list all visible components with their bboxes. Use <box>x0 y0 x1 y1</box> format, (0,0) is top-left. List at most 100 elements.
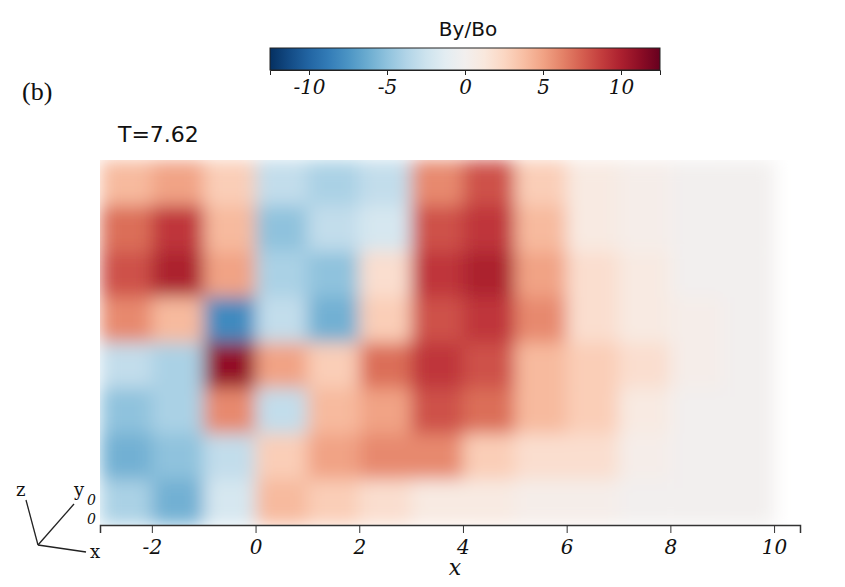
x-axis-title: x <box>449 555 462 580</box>
heatmap-cell <box>204 479 256 525</box>
x-tick-label: 0 <box>250 535 263 559</box>
heatmap-cell <box>722 388 774 434</box>
heatmap-cell <box>619 388 671 434</box>
colorbar-tick-label: -10 <box>293 75 325 99</box>
heatmap-cell <box>359 479 411 525</box>
heatmap-cell <box>359 388 411 434</box>
heatmap-cell <box>670 388 722 434</box>
heatmap-cell <box>722 297 774 343</box>
heatmap-cell <box>100 206 152 252</box>
heatmap-cell <box>515 434 567 480</box>
heatmap-cell <box>670 206 722 252</box>
heatmap-cell <box>152 388 204 434</box>
heatmap-cell <box>515 251 567 297</box>
triad-arrow <box>38 504 74 545</box>
heatmap-cell <box>463 206 515 252</box>
heatmap-cell <box>670 160 722 206</box>
heatmap-cell <box>256 297 308 343</box>
heatmap-cell <box>619 479 671 525</box>
heatmap-cell <box>256 479 308 525</box>
heatmap-cell <box>619 206 671 252</box>
x-tick: 10 <box>762 525 788 559</box>
heatmap-cell <box>359 434 411 480</box>
heatmap-cell <box>256 343 308 389</box>
heatmap-cell <box>411 160 463 206</box>
plot-area <box>100 160 775 525</box>
colorbar-tick-label: 10 <box>609 75 635 99</box>
colorbar-tick: -5 <box>378 70 397 99</box>
heatmap-cell <box>722 343 774 389</box>
heatmap-cell <box>567 251 619 297</box>
heatmap-cell <box>567 434 619 480</box>
axis-triad: zyx <box>16 479 100 562</box>
heatmap-cell <box>307 297 359 343</box>
colorbar-tick-label: 5 <box>537 75 550 99</box>
heatmap-cell <box>515 479 567 525</box>
heatmap-cell <box>152 343 204 389</box>
heatmap-cell <box>411 434 463 480</box>
heatmap-cell <box>463 251 515 297</box>
x-tick-mark <box>256 525 257 533</box>
heatmap-cell <box>152 434 204 480</box>
colorbar-tick-label: 0 <box>459 75 472 99</box>
heatmap-cell <box>307 479 359 525</box>
x-tick-label: 2 <box>352 535 366 559</box>
heatmap-cell <box>463 434 515 480</box>
heatmap-cell <box>619 160 671 206</box>
x-tick-mark <box>670 525 671 533</box>
heatmap-cell <box>722 206 774 252</box>
heatmap-cell <box>411 388 463 434</box>
heatmap-cell <box>204 388 256 434</box>
x-axis: -2 0 2 4 6 8 10 <box>101 525 801 559</box>
colorbar-tick-label: -5 <box>378 75 397 99</box>
heatmap-cell <box>359 206 411 252</box>
heatmap-cell <box>567 479 619 525</box>
heatmap-cell <box>567 343 619 389</box>
colorbar-axis: -10 -5 0 5 10 <box>271 70 661 99</box>
colorbar-tick: 0 <box>459 70 472 99</box>
x-tick-label: -2 <box>143 535 162 559</box>
x-tick-mark <box>567 525 568 533</box>
panel-label: (b) <box>22 77 52 106</box>
colorbar-tick: 5 <box>537 70 550 99</box>
depth-tick-label: 0 <box>87 511 96 527</box>
heatmap-cell <box>152 206 204 252</box>
heatmap-cell <box>100 479 152 525</box>
x-tick-mark <box>359 525 360 533</box>
title: T=7.62 <box>117 122 199 147</box>
heatmap-cell <box>307 160 359 206</box>
heatmap-cell <box>204 434 256 480</box>
heatmap-cell <box>100 160 152 206</box>
depth-tick-label: 0 <box>87 492 96 508</box>
heatmap-cell <box>670 251 722 297</box>
heatmap-cell <box>152 160 204 206</box>
heatmap-cell <box>515 388 567 434</box>
heatmap-cell <box>722 479 774 525</box>
heatmap-cell <box>463 479 515 525</box>
heatmap-cell <box>411 343 463 389</box>
heatmap-cell <box>359 343 411 389</box>
x-tick: 6 <box>561 525 574 559</box>
heatmap-cell <box>100 434 152 480</box>
heatmap-cell <box>463 343 515 389</box>
heatmap-cell <box>463 160 515 206</box>
x-tick-mark <box>774 525 775 533</box>
heatmap-cell <box>152 251 204 297</box>
heatmap-cell <box>722 434 774 480</box>
x-tick-label: 10 <box>762 535 788 559</box>
heatmap-cell <box>100 297 152 343</box>
heatmap-cell <box>204 343 256 389</box>
heatmap-cell <box>307 206 359 252</box>
heatmap-cell <box>567 388 619 434</box>
heatmap-cell <box>359 251 411 297</box>
heatmap-cell <box>307 388 359 434</box>
x-tick-label: 6 <box>561 535 574 559</box>
x-tick: 8 <box>665 525 678 559</box>
heatmap-cell <box>359 160 411 206</box>
heatmap-cell <box>411 251 463 297</box>
chart: -20246810xT=7.62(b)-10-50510By/Bozyx00 <box>0 0 845 587</box>
heatmap-cell <box>359 297 411 343</box>
heatmap-cell <box>515 343 567 389</box>
colorbar <box>270 48 660 70</box>
x-tick: 4 <box>456 525 470 559</box>
